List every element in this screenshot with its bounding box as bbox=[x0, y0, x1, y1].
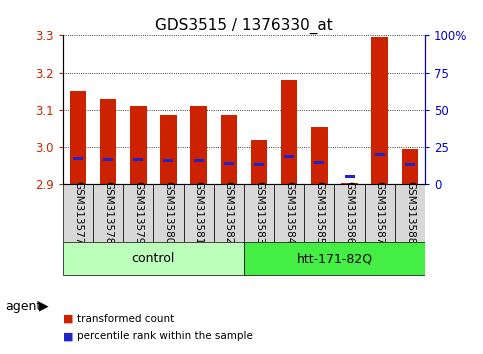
Title: GDS3515 / 1376330_at: GDS3515 / 1376330_at bbox=[155, 18, 333, 34]
Bar bbox=[73, 157, 83, 160]
Bar bbox=[70, 91, 86, 184]
Bar bbox=[190, 106, 207, 184]
Bar bbox=[304, 184, 334, 242]
Text: GSM313586: GSM313586 bbox=[344, 181, 355, 245]
Text: percentile rank within the sample: percentile rank within the sample bbox=[77, 331, 253, 341]
Bar bbox=[375, 154, 385, 156]
Bar bbox=[402, 149, 418, 184]
Bar bbox=[160, 115, 177, 184]
Bar bbox=[123, 184, 154, 242]
Bar bbox=[100, 99, 116, 184]
Bar bbox=[341, 183, 358, 184]
Text: transformed count: transformed count bbox=[77, 314, 174, 324]
Bar bbox=[281, 80, 298, 184]
Bar bbox=[254, 163, 264, 166]
Bar bbox=[284, 155, 294, 158]
Bar bbox=[133, 158, 143, 161]
Bar bbox=[365, 184, 395, 242]
Text: GSM313581: GSM313581 bbox=[194, 181, 204, 245]
Bar bbox=[311, 127, 327, 184]
Text: agent: agent bbox=[5, 300, 41, 313]
Text: GSM313588: GSM313588 bbox=[405, 181, 415, 245]
Text: ■: ■ bbox=[63, 314, 73, 324]
Bar bbox=[274, 184, 304, 242]
Bar bbox=[163, 159, 173, 162]
Text: GSM313583: GSM313583 bbox=[254, 181, 264, 245]
Text: GSM313585: GSM313585 bbox=[314, 181, 325, 245]
Bar bbox=[103, 158, 113, 161]
Bar bbox=[93, 184, 123, 242]
Bar bbox=[154, 184, 184, 242]
Bar bbox=[395, 184, 425, 242]
Text: GSM313577: GSM313577 bbox=[73, 181, 83, 245]
Text: GSM313580: GSM313580 bbox=[163, 182, 173, 245]
Bar bbox=[251, 140, 267, 184]
Bar bbox=[371, 37, 388, 184]
Bar bbox=[244, 242, 425, 275]
Bar bbox=[63, 242, 244, 275]
Text: GSM313584: GSM313584 bbox=[284, 181, 294, 245]
Text: control: control bbox=[132, 252, 175, 266]
Text: ■: ■ bbox=[63, 331, 73, 341]
Text: ▶: ▶ bbox=[39, 300, 48, 313]
Bar bbox=[334, 184, 365, 242]
Bar bbox=[314, 161, 325, 164]
Text: GSM313587: GSM313587 bbox=[375, 181, 385, 245]
Bar bbox=[244, 184, 274, 242]
Bar bbox=[224, 162, 234, 165]
Bar bbox=[63, 184, 93, 242]
Text: GSM313579: GSM313579 bbox=[133, 181, 143, 245]
Bar bbox=[213, 184, 244, 242]
Bar bbox=[221, 115, 237, 184]
Bar bbox=[130, 106, 146, 184]
Text: htt-171-82Q: htt-171-82Q bbox=[297, 252, 372, 266]
Bar bbox=[405, 163, 415, 166]
Text: GSM313578: GSM313578 bbox=[103, 181, 113, 245]
Bar bbox=[184, 184, 213, 242]
Bar bbox=[344, 175, 355, 178]
Bar bbox=[194, 159, 204, 162]
Text: GSM313582: GSM313582 bbox=[224, 181, 234, 245]
